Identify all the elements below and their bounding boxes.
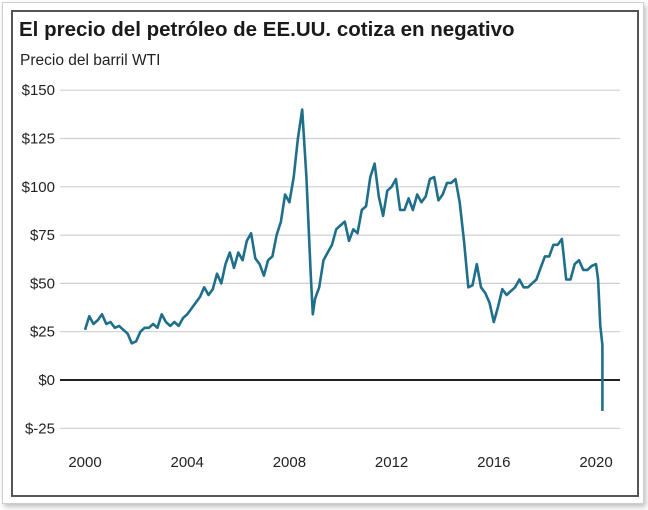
x-tick-label: 2020 [579,454,612,471]
y-tick-label: $125 [22,131,55,148]
chart-panel: El precio del petróleo de EE.UU. cotiza … [11,10,639,497]
y-tick-label: $0 [38,372,55,389]
x-tick-label: 2008 [273,454,306,471]
x-tick-label: 2016 [477,454,510,471]
chart-subtitle: Precio del barril WTI [20,52,161,69]
y-tick-label: $-25 [25,420,55,437]
price-line [83,108,604,411]
y-tick-label: $25 [30,324,55,341]
y-tick-label: $100 [22,179,55,196]
x-tick-label: 2012 [375,454,408,471]
y-tick-label: $75 [30,227,55,244]
x-tick-label: 2000 [68,454,101,471]
x-tick-label: 2004 [171,454,204,471]
y-tick-label: $50 [30,275,55,292]
chart-frame: El precio del petróleo de EE.UU. cotiza … [2,2,644,504]
chart-title: El precio del petróleo de EE.UU. cotiza … [19,18,515,41]
y-tick-label: $150 [22,82,55,99]
